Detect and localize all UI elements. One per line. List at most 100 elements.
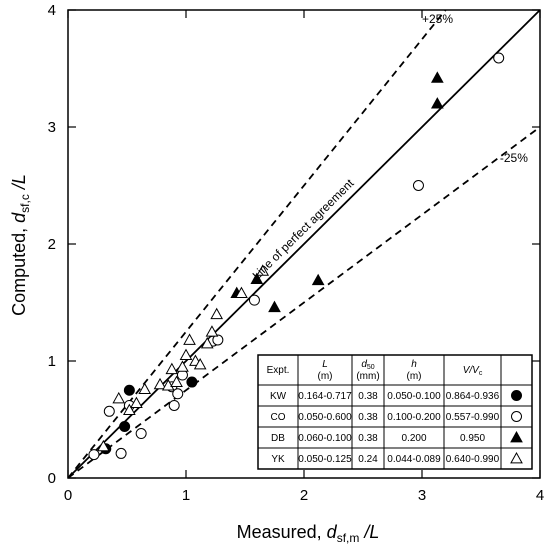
point-yk-13	[193, 357, 207, 370]
legend-cell-3-4: 0.640-0.990	[446, 454, 500, 465]
y-tick-label-4: 4	[48, 2, 56, 19]
legend-cell-2-1: 0.060-0.100	[298, 433, 352, 444]
point-co-2	[115, 447, 127, 459]
legend-header-sub-4: c	[479, 370, 483, 377]
legend-cell-0-0: KW	[270, 391, 287, 402]
point-yk-17	[235, 286, 248, 299]
legend-marker-yk	[510, 451, 523, 464]
point-yk-18	[256, 264, 270, 276]
point-co-10	[212, 334, 224, 346]
y-axis-title-sub: sf,c	[18, 194, 32, 213]
point-yk-3	[130, 396, 143, 409]
legend-cell-1-3: 0.100-0.200	[387, 412, 441, 423]
x-tick-label-2: 2	[300, 487, 308, 504]
legend-cell-2-2: 0.38	[358, 433, 378, 444]
point-yk-9	[176, 360, 189, 372]
y-tick-label-3: 3	[48, 119, 56, 136]
legend-header-4: V/Vc	[463, 365, 483, 377]
legend-cell-2-4: 0.950	[460, 433, 485, 444]
legend-header-3: h	[411, 359, 417, 370]
point-kw-1	[119, 421, 131, 433]
label-plus-25: +25%	[422, 12, 453, 26]
point-co-11	[248, 294, 260, 306]
legend-cell-2-3: 0.200	[401, 433, 426, 444]
legend-cell-2-0: DB	[271, 433, 285, 444]
x-tick-label-1: 1	[182, 487, 190, 504]
point-yk-11	[183, 333, 196, 345]
x-tick-label-4: 4	[536, 487, 544, 504]
point-yk-8	[170, 375, 183, 387]
legend-cell-1-0: CO	[271, 412, 286, 423]
point-yk-7	[165, 362, 179, 375]
legend-header-unit-1: (m)	[318, 371, 333, 382]
legend-header-main-4: V/V	[463, 365, 480, 376]
y-axis-title: Computed, dsf,c /L	[9, 174, 32, 316]
point-yk-2	[123, 403, 136, 416]
y-axis-title-main: Computed,	[9, 223, 29, 316]
point-co-6	[168, 399, 180, 411]
point-db-2	[268, 300, 281, 313]
point-db-4	[430, 97, 444, 109]
legend-header-main-2: d	[361, 359, 367, 370]
x-tick-label-0: 0	[64, 487, 72, 504]
legend-marker-kw	[511, 390, 522, 401]
legend-cell-3-1: 0.050-0.125	[298, 454, 352, 465]
x-axis-title-sub: sf,m	[337, 531, 360, 545]
y-tick-label-2: 2	[48, 236, 56, 253]
point-co-0	[88, 449, 100, 461]
legend-cell-3-0: YK	[271, 454, 285, 465]
x-axis-title-main: Measured,	[237, 522, 327, 542]
point-co-4	[135, 428, 147, 440]
label-minus-25: -25%	[500, 151, 528, 165]
legend-cell-1-1: 0.050-0.600	[298, 412, 352, 423]
legend-header-0: Expt.	[267, 365, 290, 376]
legend-cell-3-2: 0.24	[358, 454, 378, 465]
point-co-1	[103, 405, 115, 417]
legend-table-frame	[257, 354, 533, 470]
legend-header-main-1: L	[322, 359, 328, 370]
label-perfect-agreement: Line of perfect agreement	[250, 176, 357, 283]
point-yk-5	[153, 377, 167, 390]
point-db-5	[430, 71, 444, 83]
data-points	[88, 52, 505, 461]
reference-line-0	[68, 10, 540, 478]
reference-lines	[68, 10, 540, 478]
legend-cell-0-4: 0.864-0.936	[446, 391, 500, 402]
point-yk-1	[112, 391, 126, 404]
point-kw-3	[186, 376, 198, 388]
legend-cell-0-2: 0.38	[358, 391, 378, 402]
point-co-7	[172, 388, 184, 400]
legend-cell-1-4: 0.557-0.990	[446, 412, 500, 423]
legend-header-sub-2: 50	[367, 364, 375, 371]
point-co-13	[493, 52, 505, 64]
legend-cell-0-1: 0.164-0.717	[298, 391, 352, 402]
legend-header-2: d50	[361, 359, 374, 371]
y-tick-label-0: 0	[48, 470, 56, 487]
y-axis-title-var: d	[9, 212, 29, 223]
legend-header-unit-2: (mm)	[356, 371, 379, 382]
point-yk-16	[210, 307, 224, 320]
legend-marker-co	[511, 411, 522, 422]
reference-line-2	[68, 126, 540, 478]
legend-header-unit-3: (m)	[407, 371, 422, 382]
y-axis-title-tail: /L	[9, 174, 29, 194]
point-yk-10	[179, 348, 193, 361]
point-yk-6	[161, 379, 175, 391]
point-kw-2	[123, 384, 135, 396]
legend-marker-db	[510, 430, 523, 443]
x-tick-label-3: 3	[418, 487, 426, 504]
point-yk-4	[138, 382, 152, 394]
x-axis-title-var: d	[327, 522, 338, 542]
point-yk-14	[200, 336, 214, 349]
legend-cell-3-3: 0.044-0.089	[387, 454, 441, 465]
legend-cell-1-2: 0.38	[358, 412, 378, 423]
legend-header-main-0: Expt.	[267, 365, 290, 376]
legend-header-main-3: h	[411, 359, 417, 370]
y-tick-label-1: 1	[48, 353, 56, 370]
x-axis-title-tail: /L	[359, 522, 379, 542]
point-db-1	[250, 272, 264, 284]
x-axis-title: Measured, dsf,m /L	[237, 522, 380, 545]
axes: 0 1 2 3 4 0 1 2 3 4	[48, 2, 545, 504]
point-yk-15	[205, 325, 219, 337]
